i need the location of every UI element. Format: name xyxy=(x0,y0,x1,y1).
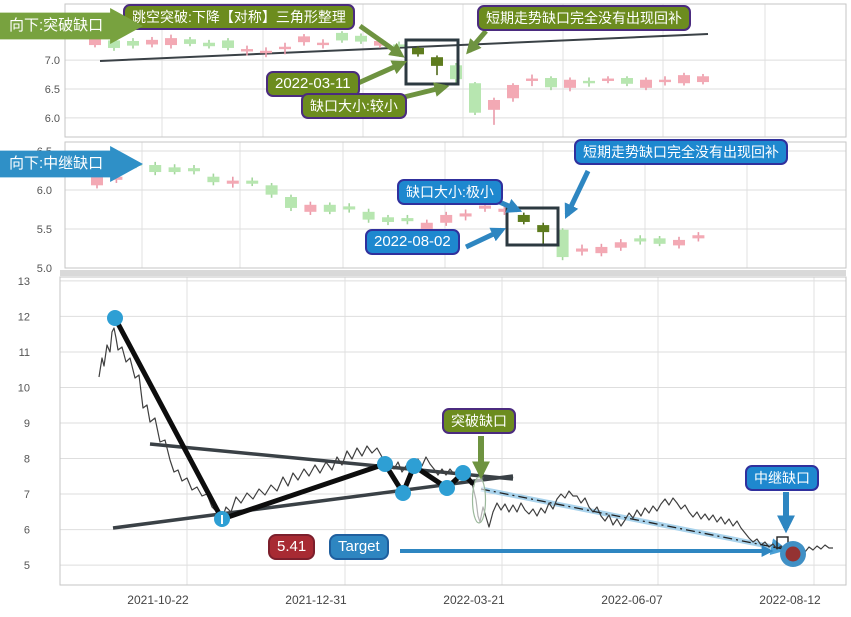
y-axis-label: 7 xyxy=(24,489,30,501)
y-axis-label: 5.0 xyxy=(37,263,52,275)
x-axis-label: 2021-12-31 xyxy=(285,593,347,607)
gap-ellipse xyxy=(471,476,487,524)
annotation-breakout-gap: 突破缺口 xyxy=(442,408,516,434)
gap-highlight-box xyxy=(505,206,560,247)
gap-projection-dashdot xyxy=(480,488,784,550)
panel-divider xyxy=(60,270,846,276)
banner-breakout-gap: 向下:突破缺口 xyxy=(0,8,143,44)
y-axis-label: 11 xyxy=(19,347,30,359)
annotation-pattern-title: 跳空突破:下降【对称】三角形整理 xyxy=(123,4,355,30)
y-axis-label: 13 xyxy=(18,276,30,288)
annotation-no-fill-mid: 短期走势缺口完全没有出现回补 xyxy=(574,139,788,165)
y-axis-label: 6.0 xyxy=(45,113,60,125)
triangle-trendline xyxy=(149,442,514,481)
x-axis-label: 2022-03-21 xyxy=(443,593,505,607)
x-axis-label: 2022-08-12 xyxy=(759,593,821,607)
annotation-gap-size-top: 缺口大小:较小 xyxy=(301,93,407,119)
annotation-no-fill-top: 短期走势缺口完全没有出现回补 xyxy=(477,5,691,31)
price-line xyxy=(98,327,833,555)
y-axis-label: 8 xyxy=(24,454,30,466)
y-axis-label: 6.0 xyxy=(37,185,52,197)
annotation-gap-size-mid: 缺口大小:极小 xyxy=(397,179,503,205)
pivot-dots xyxy=(107,310,471,527)
annotation-runaway-gap: 中继缺口 xyxy=(745,465,819,491)
x-axis-label: 2021-10-22 xyxy=(127,593,189,607)
middle-panel-candles xyxy=(91,161,705,261)
y-axis-label: 5 xyxy=(24,560,30,572)
x-axis-label: 2022-06-07 xyxy=(601,593,663,607)
y-axis-label: 6 xyxy=(24,525,30,537)
annotation-gap-date-top: 2022-03-11 xyxy=(266,71,360,97)
y-axis-label: 12 xyxy=(18,311,30,323)
y-axis-label: 6.5 xyxy=(45,84,60,96)
y-axis-label: 5.5 xyxy=(37,224,52,236)
target-price-badge: 5.41 xyxy=(268,534,316,560)
y-axis-label: 7.0 xyxy=(45,55,60,67)
target-label-badge: Target xyxy=(329,534,389,560)
banner-runaway-gap: 向下:中继缺口 xyxy=(0,146,143,182)
bottom-panel: 13 12 11 10 9 8 7 6 5 2021-10-22 2021-12-31 2022-03… xyxy=(18,276,847,607)
y-axis-label: 9 xyxy=(24,418,30,430)
y-axis-label: 10 xyxy=(18,382,30,394)
annotation-gap-date-mid: 2022-08-02 xyxy=(365,229,460,255)
